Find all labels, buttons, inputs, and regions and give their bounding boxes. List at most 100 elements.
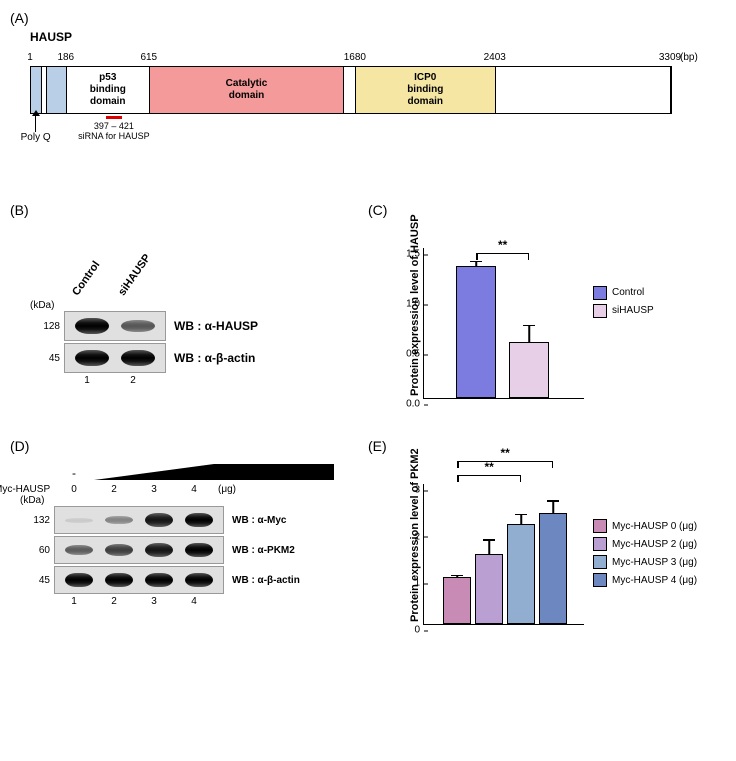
blot-strip [64, 311, 166, 341]
wb-label: WB : α-Myc [232, 515, 286, 526]
lane-number: 2 [94, 596, 134, 607]
legend-item: Myc-HAUSP 2 (μg) [593, 537, 697, 551]
legend-item: Control [593, 286, 654, 300]
blot-band [105, 573, 133, 587]
error-bar [529, 326, 531, 342]
panel-c-label: (C) [368, 202, 726, 218]
kda-header: (kDa) [20, 495, 368, 506]
kda-value: 132 [20, 515, 50, 526]
legend-text: Myc-HAUSP 0 (μg) [612, 521, 697, 532]
error-cap [451, 575, 463, 577]
dose-value: 3 [134, 484, 174, 495]
legend-text: Control [612, 287, 644, 298]
legend-swatch [593, 286, 607, 300]
lane-header: Control [70, 259, 102, 298]
error-bar [475, 262, 477, 266]
lane-number: 2 [110, 375, 156, 386]
wb-label: WB : α-PKM2 [232, 545, 295, 556]
lane-header: siHAUSP [116, 252, 153, 298]
blot-band [75, 318, 109, 334]
legend-swatch [593, 519, 607, 533]
wb-label: WB : α-β-actin [174, 351, 255, 365]
blot-band [65, 545, 93, 555]
lane-number: 3 [134, 596, 174, 607]
y-axis-label: Protein expression level of PKM2 [409, 482, 421, 622]
polyq-label: Poly Q [16, 116, 56, 143]
domain-segment [496, 67, 671, 113]
legend-swatch [593, 304, 607, 318]
wb-label: WB : α-HAUSP [174, 319, 258, 333]
chart-bar [507, 524, 535, 624]
error-bar [488, 541, 490, 554]
blot-band [145, 573, 173, 587]
legend-text: Myc-HAUSP 4 (μg) [612, 575, 697, 586]
wb-label: WB : α-β-actin [232, 575, 300, 586]
sig-stars: ** [498, 238, 507, 252]
legend-text: Myc-HAUSP 3 (μg) [612, 557, 697, 568]
blot-band [75, 350, 109, 366]
domain-segment [47, 67, 67, 113]
chart-bar [443, 577, 471, 624]
legend-swatch [593, 537, 607, 551]
panel-a-label: (A) [10, 10, 726, 26]
legend-swatch [593, 573, 607, 587]
kda-value: 60 [20, 545, 50, 556]
chart-bar [475, 554, 503, 624]
legend-item: Myc-HAUSP 4 (μg) [593, 573, 697, 587]
blot-strip [54, 566, 224, 594]
bp-tick: 3309 [659, 52, 681, 63]
legend-item: Myc-HAUSP 0 (μg) [593, 519, 697, 533]
error-cap [515, 514, 527, 516]
bp-tick: 186 [57, 52, 74, 63]
error-cap [483, 539, 495, 541]
chart-area: 0.00.51.01.5** [423, 248, 584, 399]
blot-band [121, 350, 155, 366]
treatment-label: Myc-HAUSP [0, 484, 54, 495]
blot-band [105, 516, 133, 524]
domain-diagram: 1186615168024033309(bp) p53bindingdomain… [30, 52, 726, 172]
kda-value: 45 [20, 575, 50, 586]
legend-item: siHAUSP [593, 304, 654, 318]
blot-band [145, 513, 173, 526]
y-axis-label: Protein expression level of HAUSP [409, 246, 421, 396]
dose-unit: (μg) [218, 484, 236, 495]
chart-bar [509, 342, 549, 398]
domain-segment: Catalyticdomain [150, 67, 344, 113]
hausp-title: HAUSP [30, 30, 726, 44]
domain-segment [344, 67, 356, 113]
blot-band [65, 518, 93, 523]
domain-segment [31, 67, 42, 113]
bp-suffix: (bp) [680, 52, 698, 63]
bp-tick: 1 [27, 52, 33, 63]
blot-strip [64, 343, 166, 373]
legend-item: Myc-HAUSP 3 (μg) [593, 555, 697, 569]
error-cap [470, 261, 482, 263]
error-cap [547, 500, 559, 502]
bp-tick: 2403 [484, 52, 506, 63]
sig-bracket [476, 253, 529, 254]
chart-legend: Control siHAUSP [593, 286, 654, 322]
lane-number: 4 [174, 596, 214, 607]
blot-strip [54, 506, 224, 534]
blot-band [185, 573, 213, 587]
dose-value: 2 [94, 484, 134, 495]
chart-bar [456, 266, 496, 398]
error-bar [552, 502, 554, 513]
chart-legend: Myc-HAUSP 0 (μg) Myc-HAUSP 2 (μg) Myc-HAUS… [593, 519, 697, 591]
domain-segment: ICP0bindingdomain [356, 67, 496, 113]
blot-band [185, 513, 213, 527]
blot-band [121, 320, 155, 332]
sirna-label: 397 – 421siRNA for HAUSP [69, 116, 159, 141]
sig-stars: ** [501, 446, 510, 460]
chart-area: 0123**** [423, 484, 584, 625]
dose-triangle [94, 464, 334, 480]
chart-bar [539, 513, 567, 624]
lane-number: 1 [64, 375, 110, 386]
kda-value: 128 [30, 321, 60, 332]
legend-swatch [593, 555, 607, 569]
blot-strip [54, 536, 224, 564]
dose-value: 0 [54, 484, 94, 495]
blot-band [65, 573, 93, 587]
kda-header: (kDa) [30, 300, 368, 311]
panel-d-label: (D) [10, 438, 368, 454]
